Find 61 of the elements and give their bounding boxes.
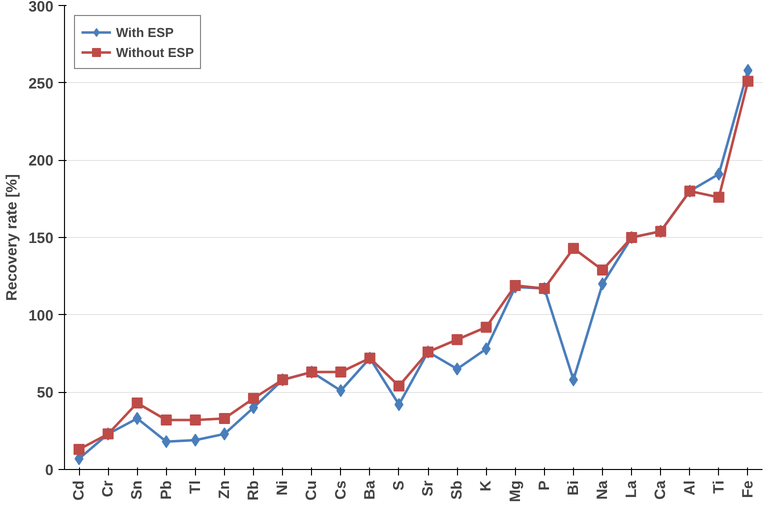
x-tick-label: K	[478, 480, 495, 492]
x-tick-label: P	[536, 480, 553, 491]
x-tick-label: Pb	[158, 480, 175, 500]
y-tick-label: 50	[36, 384, 54, 402]
point	[162, 435, 171, 448]
x-tick-label: S	[390, 480, 408, 491]
point	[714, 168, 724, 181]
point	[132, 412, 142, 425]
x-tick-label: Sr	[420, 480, 437, 496]
x-tick-label: Ni	[274, 480, 292, 496]
point	[568, 242, 579, 254]
y-tick-label: 0	[45, 462, 54, 479]
x-tick-label: Zn	[216, 480, 233, 499]
x-tick-label: Cu	[303, 480, 320, 500]
point	[190, 434, 200, 447]
point	[218, 412, 230, 424]
point	[336, 384, 346, 398]
point	[598, 277, 608, 290]
point	[743, 64, 752, 77]
point	[335, 366, 346, 378]
point	[597, 264, 608, 276]
x-tick-label: Cd	[70, 480, 88, 500]
x-tick-label: Rb	[245, 480, 262, 500]
x-tick-label: Ca	[652, 480, 670, 500]
x-tick-label: Al	[681, 480, 698, 496]
x-tick-label: Ba	[361, 480, 378, 500]
point	[510, 280, 521, 291]
y-axis-title: Recovery rate [%]	[3, 174, 20, 301]
legend-label: Without ESP	[116, 44, 194, 60]
point	[190, 414, 201, 426]
point	[568, 373, 578, 386]
x-tick-label: Na	[594, 480, 612, 500]
legend-label: With ESP	[116, 24, 174, 40]
point	[74, 444, 85, 455]
point	[482, 342, 491, 356]
x-tick-label: La	[623, 480, 640, 498]
point	[452, 334, 463, 346]
point	[480, 322, 492, 333]
y-tick-label: 150	[28, 230, 54, 247]
x-tick-label: Cs	[332, 480, 350, 500]
point	[713, 192, 724, 203]
x-tick-label: Tl	[186, 480, 204, 494]
x-tick-label: Sb	[448, 480, 466, 500]
x-tick-label: Ti	[710, 480, 728, 494]
point	[160, 414, 172, 426]
point	[393, 380, 404, 392]
point	[220, 427, 229, 440]
point	[132, 397, 143, 408]
x-tick-label: Sn	[128, 480, 146, 500]
point	[248, 392, 260, 404]
y-tick-label: 100	[28, 307, 54, 324]
x-tick-label: Cr	[100, 480, 117, 498]
point	[452, 362, 462, 376]
point	[394, 398, 404, 412]
point	[742, 76, 754, 87]
x-tick-label: Fe	[739, 480, 756, 498]
x-tick-label: Bi	[564, 480, 582, 496]
y-tick-label: 300	[28, 0, 54, 16]
x-tick-label: Mg	[506, 480, 524, 502]
y-tick-label: 250	[28, 75, 54, 92]
y-tick-label: 200	[28, 152, 54, 170]
